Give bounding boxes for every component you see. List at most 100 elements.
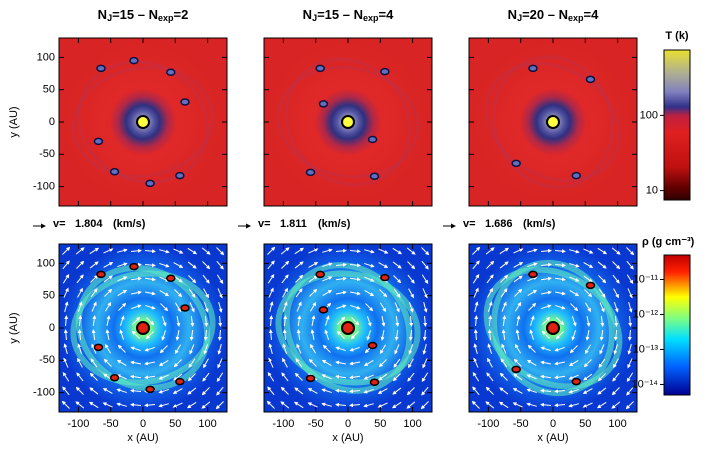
velocity-arrow bbox=[392, 261, 402, 269]
velocity-arrow bbox=[296, 343, 302, 354]
velocity-arrow bbox=[158, 403, 169, 408]
velocity-arrow bbox=[202, 372, 210, 382]
velocity-arrow bbox=[104, 288, 113, 297]
title-subscript: exp bbox=[568, 13, 584, 23]
velocity-arrow bbox=[92, 315, 97, 327]
velocity-arrow bbox=[309, 288, 318, 297]
y-axis-label: y (AU) bbox=[8, 106, 20, 137]
velocity-arrow bbox=[541, 330, 550, 339]
velocity-arrow bbox=[501, 343, 507, 354]
velocity-arrow bbox=[130, 360, 142, 365]
velocity-arrow bbox=[158, 359, 169, 367]
clump bbox=[369, 172, 380, 181]
clump bbox=[145, 385, 155, 394]
velocity-arrow bbox=[600, 315, 605, 327]
title-subscript: J bbox=[312, 13, 317, 23]
velocity-arrow bbox=[407, 372, 415, 382]
clump bbox=[528, 64, 538, 73]
velocity-arrow bbox=[408, 302, 414, 313]
velocity-arrow bbox=[583, 359, 592, 368]
clump bbox=[571, 377, 582, 386]
spiral-structure bbox=[276, 65, 420, 179]
velocity-arrow bbox=[527, 262, 538, 268]
velocity-arrow bbox=[599, 344, 605, 355]
clump bbox=[180, 98, 190, 106]
velocity-arrow bbox=[294, 387, 304, 395]
temperature-map bbox=[469, 38, 637, 206]
velocity-arrow bbox=[267, 246, 276, 255]
velocity-arrow bbox=[91, 343, 97, 354]
velocity-arrow bbox=[324, 329, 330, 340]
y-tick-label: 100 bbox=[37, 257, 55, 269]
velocity-arrow bbox=[322, 248, 333, 253]
velocity-arrow bbox=[77, 357, 83, 368]
velocity-arrow bbox=[363, 403, 374, 408]
velocity-arrow bbox=[322, 276, 333, 282]
velocity-arrow bbox=[554, 346, 565, 352]
velocity-arrow bbox=[473, 343, 478, 354]
velocity-arrow bbox=[626, 386, 634, 396]
clump bbox=[318, 306, 329, 314]
velocity-arrow bbox=[485, 247, 495, 255]
velocity-arrow bbox=[309, 301, 317, 312]
velocity-arrow bbox=[613, 302, 619, 313]
velocity-arrow bbox=[420, 401, 429, 410]
clump bbox=[145, 179, 155, 188]
velocity-arrow bbox=[540, 290, 552, 295]
velocity-arrow bbox=[512, 388, 523, 394]
velocity-arrow bbox=[421, 260, 429, 270]
velocity-arrow bbox=[584, 302, 592, 313]
velocity-arrow bbox=[554, 291, 566, 296]
velocity-arrow bbox=[584, 344, 592, 355]
velocity-arrow bbox=[472, 260, 480, 270]
central-star bbox=[546, 321, 560, 335]
colorbar-title: T (k) bbox=[665, 30, 689, 42]
velocity-arrow bbox=[337, 316, 346, 325]
velocity-arrow bbox=[513, 275, 523, 283]
spiral-structure bbox=[483, 266, 623, 390]
velocity-arrow bbox=[267, 386, 275, 396]
velocity-unit: (km/s) bbox=[113, 218, 146, 230]
velocity-arrow bbox=[335, 402, 347, 407]
velocity-arrow bbox=[296, 301, 302, 312]
velocity-arrow bbox=[187, 261, 197, 269]
velocity-arrow bbox=[293, 401, 304, 409]
velocity-arrow bbox=[487, 287, 493, 298]
velocity-arrow bbox=[190, 315, 195, 327]
velocity-arrow bbox=[268, 357, 274, 368]
velocity-arrow bbox=[554, 389, 566, 394]
velocity-arrow bbox=[393, 288, 401, 298]
velocity-arrow bbox=[268, 343, 273, 354]
velocity-arrow bbox=[189, 344, 195, 355]
velocity-arrow bbox=[267, 371, 275, 382]
clump bbox=[96, 64, 106, 73]
clump bbox=[175, 171, 185, 180]
velocity-arrow bbox=[105, 329, 110, 341]
velocity-arrow bbox=[308, 275, 318, 283]
velocity-arrow bbox=[282, 329, 287, 341]
velocity-arrow bbox=[526, 374, 537, 380]
velocity-arrow bbox=[218, 315, 223, 327]
velocity-arrow bbox=[295, 274, 304, 283]
velocity-arrow bbox=[90, 274, 99, 283]
velocity-arrow bbox=[280, 386, 289, 395]
velocity-arrow bbox=[628, 315, 633, 327]
clump bbox=[315, 270, 325, 279]
velocity-arrow bbox=[526, 388, 537, 394]
velocity-arrow bbox=[486, 372, 494, 382]
velocity-arrow bbox=[117, 289, 128, 297]
velocity-arrow bbox=[626, 372, 634, 383]
velocity-arrow bbox=[145, 304, 156, 310]
velocity-arrow bbox=[583, 262, 594, 268]
y-tick-label: -50 bbox=[39, 354, 55, 366]
velocity-arrow bbox=[281, 260, 290, 269]
velocity-arrow bbox=[176, 315, 181, 327]
velocity-arrow bbox=[267, 273, 275, 284]
y-axis-label: y (AU) bbox=[8, 312, 20, 343]
velocity-arrow bbox=[349, 263, 361, 268]
velocity-arrow bbox=[130, 388, 142, 393]
velocity-arrow bbox=[380, 329, 385, 341]
velocity-arrow bbox=[216, 386, 224, 396]
velocity-arrow bbox=[91, 301, 97, 312]
velocity-arrow bbox=[568, 374, 579, 380]
